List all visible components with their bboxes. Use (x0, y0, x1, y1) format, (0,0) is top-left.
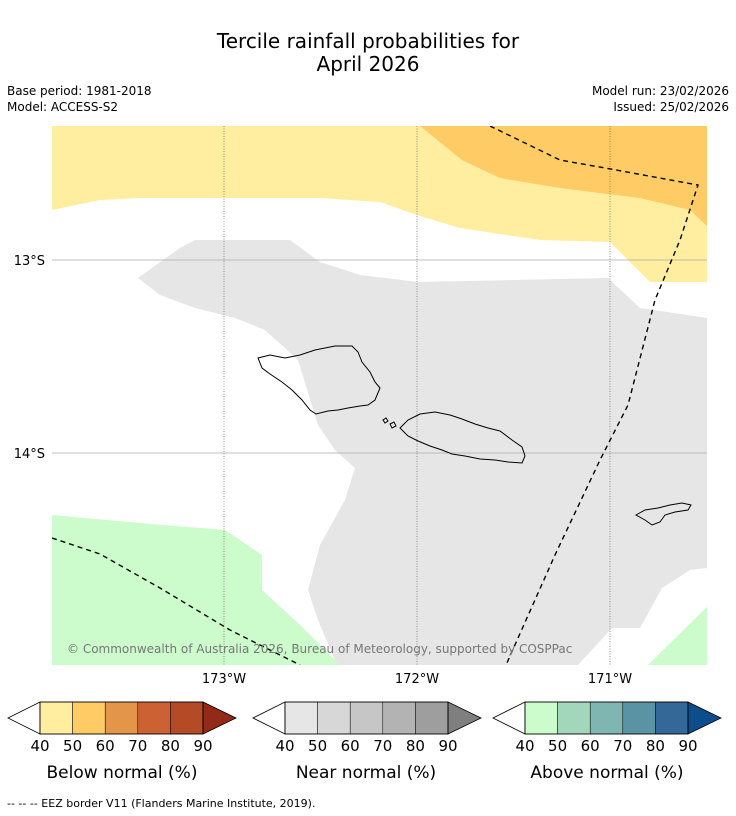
model-run: Model run: 23/02/2026 (591, 84, 729, 98)
legend-swatch (72, 701, 106, 735)
below-normal-bar-frame (39, 701, 204, 735)
legend-swatch (415, 701, 449, 735)
legend-tick-labels: 40 50 60 70 80 90 (30, 737, 212, 755)
legend-below-normal: 40 50 60 70 80 90 Below normal (%) (7, 701, 237, 783)
legend-swatch (622, 701, 656, 735)
title-line-2: April 2026 (316, 52, 420, 76)
legend-tick-label: 60 (341, 737, 360, 755)
coastlines (257, 345, 692, 526)
tutuila-island (634, 502, 692, 526)
below-normal-low-arrow (7, 701, 41, 735)
upolu-island (399, 411, 526, 464)
legend-swatch (382, 701, 416, 735)
legend-tick-label: 90 (193, 737, 212, 755)
legend-tick-label: 80 (161, 737, 180, 755)
legend-above-normal: 40 50 60 70 80 90 Above normal (%) (492, 701, 722, 783)
eez-borders (52, 126, 699, 665)
legend-swatch (655, 701, 689, 735)
legend-swatch (284, 701, 318, 735)
near-normal-40-region (138, 240, 707, 665)
eez-footnote: -- -- -- EEZ border V11 (Flanders Marine… (7, 797, 316, 810)
map-area: © Commonwealth of Australia 2026, Bureau… (52, 126, 707, 665)
copyright-notice: © Commonwealth of Australia 2026, Bureau… (67, 642, 572, 656)
manono-islet (382, 417, 389, 424)
eez-border-sw (52, 537, 301, 665)
legend-tick-label: 90 (438, 737, 457, 755)
legend-swatch (137, 701, 171, 735)
legend-swatches (524, 701, 689, 735)
lat-label-13s: 13°S (14, 254, 45, 269)
near-normal-title: Near normal (%) (296, 763, 436, 783)
legend-tick-label: 90 (678, 737, 697, 755)
legend-swatch (557, 701, 591, 735)
lat-label-14s: 14°S (14, 447, 45, 462)
legend-tick-label: 70 (373, 737, 392, 755)
above-normal-bar-frame (524, 701, 689, 735)
latitude-gridlines (52, 259, 707, 454)
title-line-1: Tercile rainfall probabilities for (216, 29, 520, 53)
below-normal-50-region (420, 126, 707, 226)
legend-swatch (317, 701, 351, 735)
lon-label-173w: 173°W (202, 672, 246, 687)
legend-tick-label: 60 (96, 737, 115, 755)
legend-tick-label: 50 (63, 737, 82, 755)
below-normal-title: Below normal (%) (47, 763, 198, 783)
above-normal-title: Above normal (%) (530, 763, 683, 783)
above-normal-low-arrow (492, 701, 526, 735)
legend-tick-label: 80 (406, 737, 425, 755)
legend-tick-label: 60 (581, 737, 600, 755)
legend-swatch (589, 701, 624, 735)
legend-tick-label: 40 (275, 737, 294, 755)
model-name: Model: ACCESS-S2 (7, 100, 119, 114)
near-normal-high-arrow (447, 701, 482, 735)
legend-tick-label: 40 (30, 737, 49, 755)
below-normal-high-arrow (202, 701, 237, 735)
lon-label-172w: 172°W (395, 672, 439, 687)
legend-swatch (524, 701, 558, 735)
meta-right: Model run: 23/02/2026 Issued: 25/02/2026 (592, 83, 729, 115)
map-title: Tercile rainfall probabilities for April… (0, 30, 736, 76)
eez-border-ne (489, 126, 699, 665)
above-normal-high-arrow (687, 701, 722, 735)
legend-tick-label: 70 (128, 737, 147, 755)
legend-swatches (39, 701, 204, 735)
apolima-islet (389, 421, 397, 429)
legend-swatches (284, 701, 449, 735)
legend-tick-label: 70 (613, 737, 632, 755)
base-period: Base period: 1981-2018 (7, 84, 152, 98)
legend-tick-label: 50 (548, 737, 567, 755)
legend-swatch (39, 701, 73, 735)
legend-tick-label: 80 (646, 737, 665, 755)
legend-tick-label: 40 (515, 737, 534, 755)
above-normal-40-region-se (648, 607, 707, 665)
savaii-island (257, 345, 381, 415)
meta-left: Base period: 1981-2018 Model: ACCESS-S2 (7, 83, 152, 115)
near-normal-bar-frame (284, 701, 449, 735)
near-normal-low-arrow (252, 701, 286, 735)
legend-tick-labels: 40 50 60 70 80 90 (515, 737, 697, 755)
legend-swatch (170, 701, 204, 735)
above-normal-40-region-sw (52, 515, 340, 665)
legend-swatch (104, 701, 139, 735)
lon-label-171w: 171°W (588, 672, 632, 687)
legend-tick-labels: 40 50 60 70 80 90 (275, 737, 457, 755)
legend-near-normal: 40 50 60 70 80 90 Near normal (%) (252, 701, 482, 783)
legend-swatch (349, 701, 384, 735)
legend-tick-label: 50 (308, 737, 327, 755)
issued-date: Issued: 25/02/2026 (613, 100, 729, 114)
